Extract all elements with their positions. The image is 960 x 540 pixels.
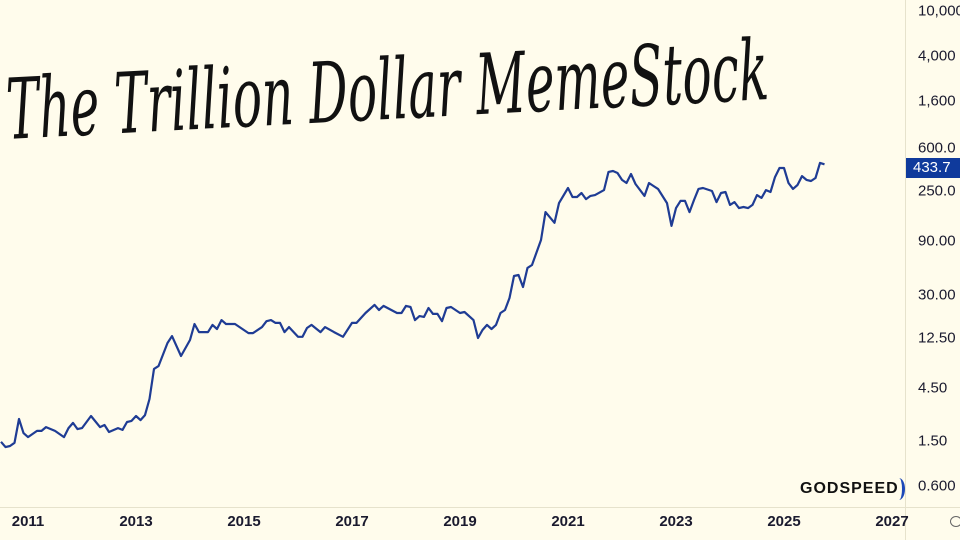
- y-tick-label: 1,600: [918, 92, 956, 110]
- price-series-line: [0, 161, 825, 449]
- godspeed-logo: GODSPEED: [800, 480, 899, 497]
- x-tick-label: 2017: [335, 513, 369, 530]
- y-tick-label: 4,000: [918, 47, 956, 65]
- x-tick-label: 2023: [659, 513, 693, 530]
- logo-arc-icon: [893, 478, 905, 500]
- x-tick-label: 2019: [443, 513, 477, 530]
- x-tick-label: 2013: [119, 513, 153, 530]
- y-tick-label: 12.50: [918, 329, 956, 347]
- y-axis-divider: [905, 0, 906, 540]
- x-tick-label: 2021: [551, 513, 585, 530]
- y-tick-label: 90.00: [918, 232, 956, 250]
- y-tick-label: 4.50: [918, 379, 948, 396]
- y-tick-label: 1.50: [918, 432, 948, 450]
- x-axis-divider: [0, 507, 960, 508]
- x-tick-label: 2011: [11, 513, 45, 530]
- settings-icon[interactable]: [950, 516, 960, 527]
- current-price-label: 433.7: [906, 158, 960, 178]
- price-chart: [0, 161, 825, 449]
- y-tick-label: 600.0: [918, 139, 956, 157]
- y-tick-label: 250.0: [918, 182, 956, 200]
- x-tick-label: 2015: [227, 513, 261, 530]
- x-tick-label: 2027: [875, 513, 909, 530]
- y-tick-label: 10,000: [918, 2, 960, 20]
- y-tick-label: 30.00: [918, 286, 956, 304]
- x-tick-label: 2025: [767, 513, 801, 530]
- y-tick-label: 0.600: [918, 477, 956, 495]
